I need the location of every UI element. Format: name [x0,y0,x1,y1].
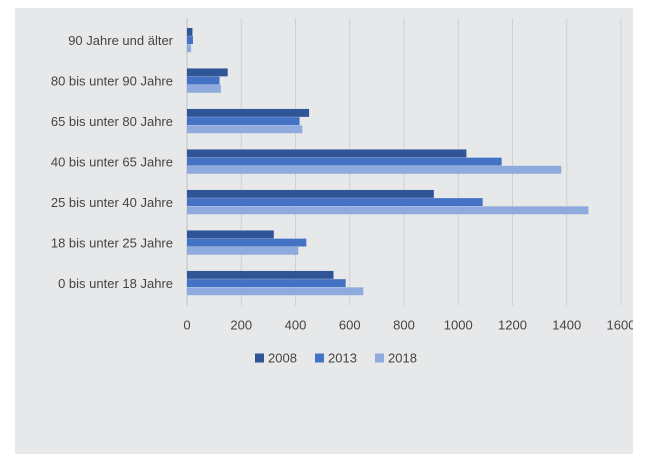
bar-2008 [187,108,310,117]
bar-2013 [187,198,483,207]
bar-2018 [187,287,364,296]
legend-swatch [375,353,384,363]
legend-swatch [255,353,264,363]
legend-label: 2008 [268,351,297,366]
bar-2018 [187,246,299,255]
bar-2018 [187,84,221,93]
x-tick-label: 1400 [552,318,581,333]
bar-2018 [187,44,192,53]
category-label: 18 bis unter 25 Jahre [51,235,173,250]
bar-2013 [187,117,300,126]
bar-2013 [187,36,193,45]
legend-label: 2018 [388,351,417,366]
bar-2013 [187,238,307,247]
bar-2008 [187,189,434,198]
bar-2008 [187,68,228,77]
bar-2013 [187,157,502,166]
category-label: 90 Jahre und älter [68,33,173,48]
category-labels: 90 Jahre und älter 80 bis unter 90 Jahre 6… [51,33,174,291]
x-tick-label: 800 [393,318,415,333]
category-label: 0 bis unter 18 Jahre [58,276,173,291]
bar-2013 [187,76,220,85]
x-tick-label: 600 [339,318,361,333]
x-tick-label: 1000 [444,318,473,333]
bars [187,27,589,296]
chart-panel: 90 Jahre und älter 80 bis unter 90 Jahre 6… [15,8,633,454]
bar-2008 [187,230,274,239]
x-tick-labels: 0 200 400 600 800 1000 1200 1400 1600 [183,318,633,333]
bar-chart: 90 Jahre und älter 80 bis unter 90 Jahre 6… [51,18,633,366]
x-tick-label: 1600 [607,318,633,333]
bar-2018 [187,165,562,174]
x-tick-label: 1200 [498,318,527,333]
x-tick-label: 200 [230,318,252,333]
bar-2008 [187,27,193,36]
legend: 2008 2013 2018 [255,351,417,366]
category-label: 65 bis unter 80 Jahre [51,114,173,129]
category-label: 80 bis unter 90 Jahre [51,73,173,88]
bar-2008 [187,149,467,158]
bar-2013 [187,279,346,288]
category-label: 40 bis unter 65 Jahre [51,154,173,169]
legend-swatch [315,353,324,363]
bar-2018 [187,125,303,134]
bar-2018 [187,206,589,215]
x-tick-label: 0 [183,318,190,333]
bar-2008 [187,270,334,279]
x-tick-label: 400 [285,318,307,333]
category-label: 25 bis unter 40 Jahre [51,195,173,210]
legend-label: 2013 [328,351,357,366]
